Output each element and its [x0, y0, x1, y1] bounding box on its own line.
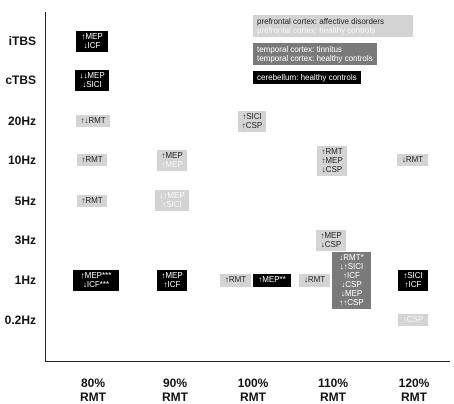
box-1hz-100a: ↑RMT	[220, 274, 251, 287]
legend-cerebellum: cerebellum: healthy controls	[253, 71, 361, 84]
box-20hz-100: ↑SICI ↑CSP	[238, 111, 266, 132]
x-label-80: 80% RMT	[80, 376, 106, 404]
box-5hz-90: ↓↑MEP ↑SICI	[155, 190, 189, 211]
box-5hz-80: ↑RMT	[77, 195, 107, 207]
box-10hz-80: ↑RMT	[77, 154, 107, 166]
box-1hz-90: ↑MEP ↑ICF	[157, 270, 187, 291]
y-label-5hz: 5Hz	[14, 194, 36, 208]
box-1hz-80: ↑MEP*** ↓ICF***	[73, 270, 119, 291]
legend-temporal: temporal cortex: tinnitus temporal corte…	[253, 43, 377, 65]
x-label-120: 120% RMT	[398, 376, 430, 404]
x-axis-line	[45, 361, 450, 362]
y-label-20hz: 20Hz	[7, 114, 36, 128]
box-02hz-120: ↑CSP	[398, 314, 428, 326]
box-3hz-110: ↑MEP ↓CSP	[316, 230, 346, 251]
y-label-1hz: 1Hz	[14, 273, 36, 287]
box-1hz-110a: ↓RMT	[299, 274, 330, 287]
y-label-ctbs: cTBS	[5, 73, 36, 87]
legend-prefrontal: prefrontal cortex: affective disorders p…	[253, 15, 413, 37]
x-label-110: 110% RMT	[317, 376, 349, 404]
y-label-3hz: 3Hz	[14, 233, 36, 247]
box-20hz-80: ↑↓RMT	[76, 115, 110, 127]
box-1hz-100b: ↑MEP**	[253, 274, 291, 287]
box-1hz-110b: ↓RMT* ↓↑SICI ↑ICF ↓CSP ↓MEP ↑↑CSP	[332, 252, 371, 309]
x-label-90: 90% RMT	[162, 376, 188, 404]
box-1hz-120: ↑SICI ↑ICF	[398, 270, 428, 291]
y-label-10hz: 10Hz	[7, 153, 36, 167]
x-label-100: 100% RMT	[237, 376, 269, 404]
box-ctbs-80: ↓↓MEP ↓SICI	[75, 70, 109, 91]
box-10hz-90: ↑MEP ↑MEP	[157, 150, 187, 171]
box-10hz-110: ↑RMT ↑MEP ↓CSP	[317, 146, 347, 176]
y-label-itbs: iTBS	[8, 34, 36, 48]
box-itbs-80: ↑MEP ↓ICF	[76, 31, 108, 52]
box-10hz-120: ↓RMT	[397, 154, 428, 166]
y-axis-line	[45, 12, 46, 362]
y-label-02hz: 0.2Hz	[4, 313, 36, 327]
